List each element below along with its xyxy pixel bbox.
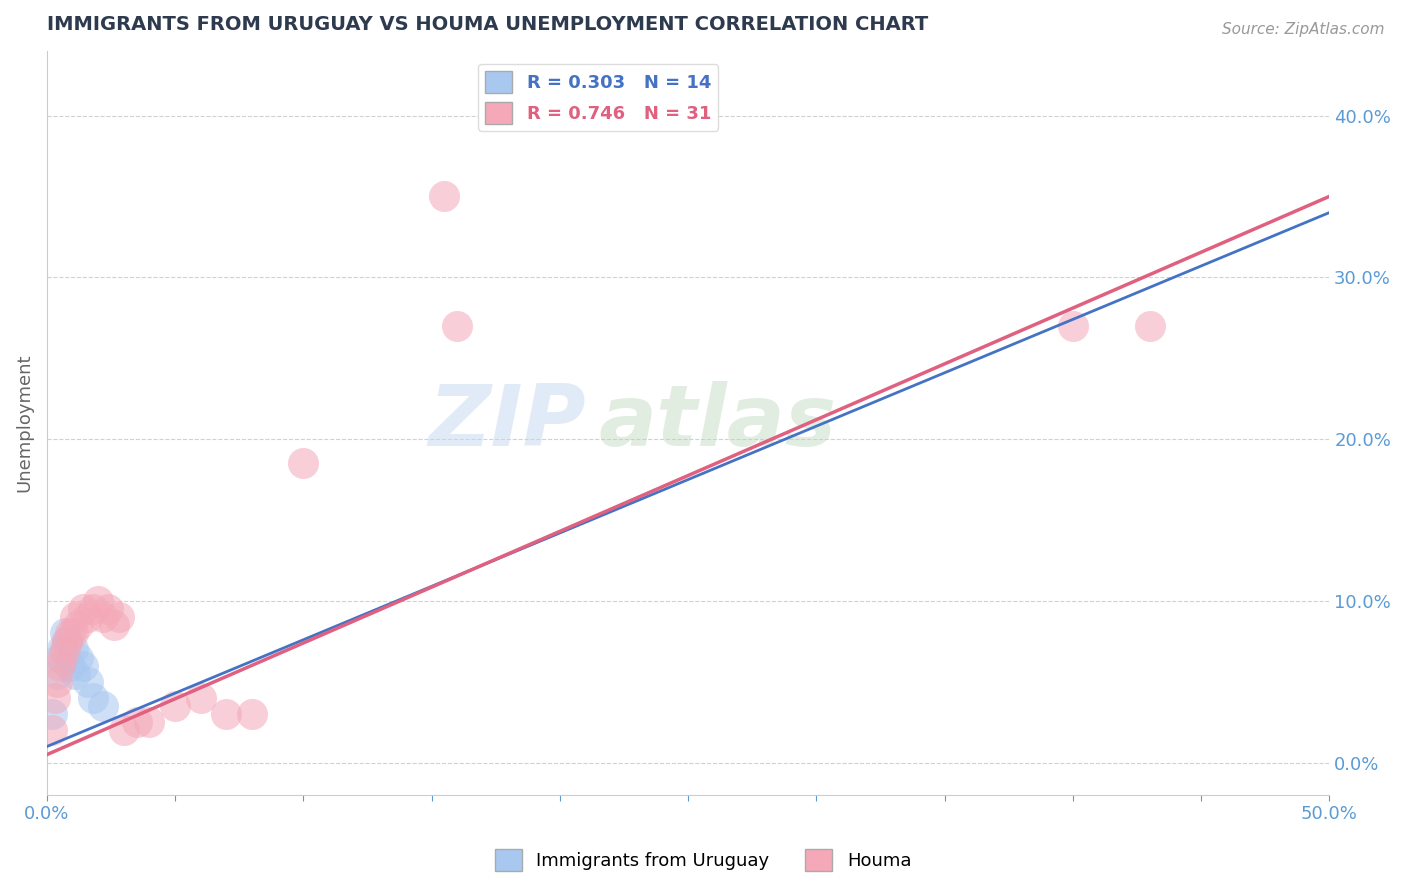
Point bbox=[41, 707, 63, 722]
Text: Source: ZipAtlas.com: Source: ZipAtlas.com bbox=[1222, 22, 1385, 37]
Point bbox=[446, 318, 468, 333]
Point bbox=[292, 457, 315, 471]
Point bbox=[125, 715, 148, 730]
Point bbox=[112, 723, 135, 738]
Y-axis label: Unemployment: Unemployment bbox=[15, 354, 32, 492]
Point bbox=[91, 610, 114, 624]
Point bbox=[91, 699, 114, 714]
Point bbox=[72, 658, 94, 673]
Point bbox=[77, 610, 100, 624]
Point bbox=[59, 658, 82, 673]
Point bbox=[62, 626, 84, 640]
Point bbox=[48, 658, 70, 673]
Point bbox=[56, 634, 79, 648]
Point bbox=[48, 650, 70, 665]
Point bbox=[82, 602, 104, 616]
Point bbox=[51, 642, 73, 657]
Point bbox=[1062, 318, 1084, 333]
Point bbox=[62, 642, 84, 657]
Point bbox=[433, 189, 456, 203]
Point bbox=[1139, 318, 1161, 333]
Point bbox=[59, 626, 82, 640]
Text: ZIP: ZIP bbox=[427, 382, 585, 465]
Text: atlas: atlas bbox=[599, 382, 837, 465]
Point bbox=[82, 690, 104, 705]
Point bbox=[51, 650, 73, 665]
Point bbox=[46, 674, 69, 689]
Point bbox=[63, 666, 86, 681]
Point bbox=[240, 707, 263, 722]
Point bbox=[63, 610, 86, 624]
Legend: R = 0.303   N = 14, R = 0.746   N = 31: R = 0.303 N = 14, R = 0.746 N = 31 bbox=[478, 63, 718, 131]
Point bbox=[53, 642, 76, 657]
Point bbox=[77, 674, 100, 689]
Point bbox=[138, 715, 160, 730]
Text: IMMIGRANTS FROM URUGUAY VS HOUMA UNEMPLOYMENT CORRELATION CHART: IMMIGRANTS FROM URUGUAY VS HOUMA UNEMPLO… bbox=[46, 15, 928, 34]
Point bbox=[56, 634, 79, 648]
Point bbox=[66, 618, 89, 632]
Point bbox=[190, 690, 212, 705]
Point bbox=[87, 594, 110, 608]
Point bbox=[53, 626, 76, 640]
Point bbox=[97, 602, 120, 616]
Point bbox=[66, 650, 89, 665]
Point bbox=[72, 602, 94, 616]
Point bbox=[103, 618, 125, 632]
Point bbox=[46, 666, 69, 681]
Point bbox=[215, 707, 238, 722]
Point bbox=[107, 610, 129, 624]
Point bbox=[165, 699, 187, 714]
Legend: Immigrants from Uruguay, Houma: Immigrants from Uruguay, Houma bbox=[488, 842, 918, 879]
Point bbox=[44, 690, 66, 705]
Point bbox=[41, 723, 63, 738]
